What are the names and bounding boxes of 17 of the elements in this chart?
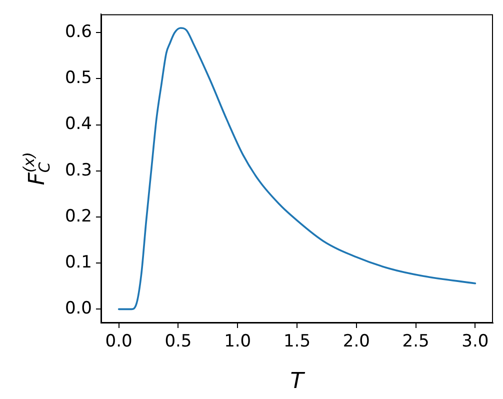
x-axis-title: T <box>290 369 306 394</box>
y-tick-label: 0.6 <box>64 22 92 42</box>
y-tick-label: 0.5 <box>64 68 92 88</box>
x-tick-label: 0.5 <box>164 332 192 352</box>
x-tick-label: 2.5 <box>402 332 430 352</box>
x-tick-label: 0.0 <box>105 332 132 352</box>
x-tick-label: 2.0 <box>342 332 370 352</box>
y-axis-title: FC(x) <box>20 152 54 186</box>
y-tick-label: 0.0 <box>64 298 92 319</box>
y-tick-label: 0.4 <box>64 114 92 134</box>
line-series <box>118 27 476 310</box>
y-tick-label: 0.3 <box>64 160 92 180</box>
y-tick-label: 0.2 <box>64 206 92 226</box>
x-tick-label: 1.5 <box>283 332 311 352</box>
x-tick-label: 1.0 <box>224 332 252 352</box>
y-tick-label: 0.1 <box>64 252 92 273</box>
x-tick-label: 3.0 <box>462 332 489 352</box>
